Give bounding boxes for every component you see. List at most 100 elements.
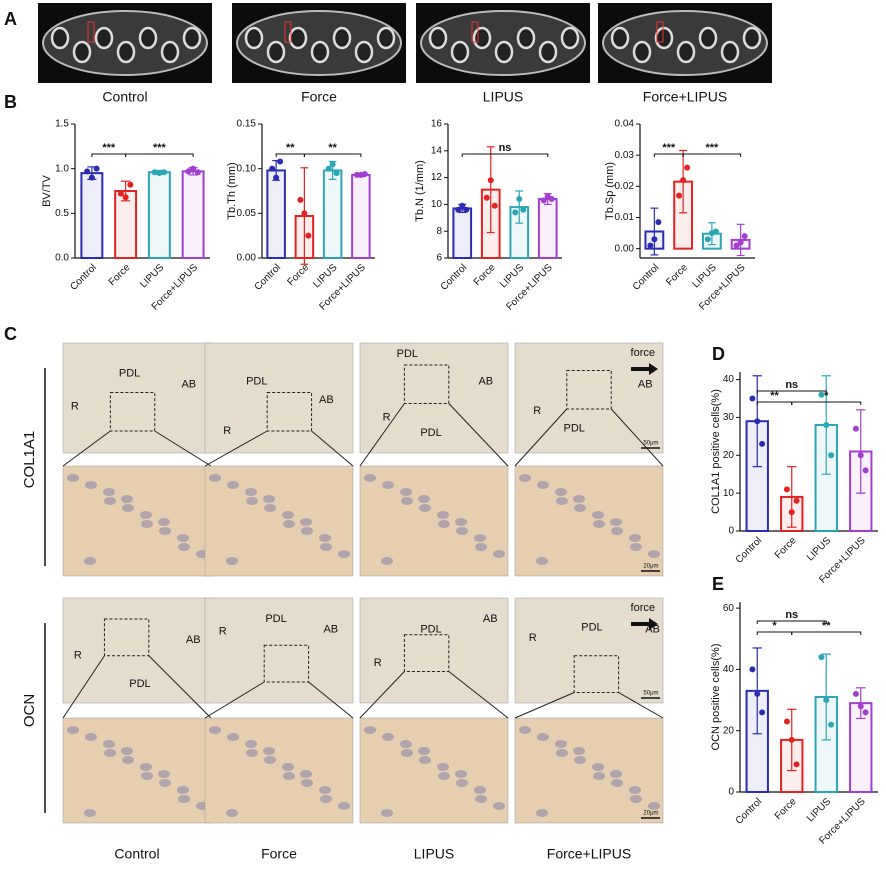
cell (493, 550, 505, 558)
data-point (127, 181, 134, 188)
cell (556, 497, 568, 505)
y-tick-label: 1.5 (55, 119, 69, 130)
force-arrow (631, 618, 658, 630)
cell (400, 740, 412, 748)
cell (474, 786, 486, 794)
cell (364, 726, 376, 734)
data-point (712, 228, 719, 235)
x-tick-label: Force (773, 796, 799, 822)
root-section (310, 40, 330, 64)
zoom-line (359, 403, 405, 467)
x-tick-label: Control (631, 262, 662, 293)
cell (122, 504, 134, 512)
y-tick-label: 6 (436, 253, 442, 264)
force-label: force (631, 347, 655, 359)
data-point (684, 164, 691, 171)
cell (141, 520, 153, 528)
data-point (828, 452, 835, 459)
cell (536, 557, 548, 565)
cell (382, 481, 394, 489)
y-axis-label: Tb.Th (mm) (226, 162, 238, 219)
data-point (512, 209, 519, 216)
overview-image (204, 342, 354, 454)
cell (227, 481, 239, 489)
data-point (828, 721, 835, 728)
y-tick-label: 0.05 (237, 208, 257, 219)
error-bar (856, 687, 866, 720)
error-bar (752, 647, 762, 735)
y-tick-label: 0 (728, 787, 734, 798)
cell (300, 770, 312, 778)
zoom-line (204, 430, 268, 467)
cell (104, 497, 116, 505)
cell (338, 802, 350, 810)
significance-bracket (653, 153, 684, 157)
x-tick-label: Force (472, 262, 498, 288)
significance-bracket (756, 401, 793, 405)
cell (556, 749, 568, 757)
zoom-box (566, 370, 612, 410)
cell (177, 786, 189, 794)
panel-letter: D (712, 344, 725, 364)
significance-bracket (682, 153, 742, 157)
zoom-box (109, 392, 156, 432)
significance-label: ** (822, 620, 831, 632)
data-point (759, 709, 766, 716)
region-label: PDL (581, 621, 602, 633)
cell (574, 504, 586, 512)
force-arrow (631, 363, 658, 375)
cell (382, 733, 394, 741)
x-tick-label: LIPUS (138, 262, 166, 290)
significance-label: ** (286, 142, 295, 154)
cell (103, 488, 115, 496)
data-point (651, 236, 658, 243)
cell (629, 786, 641, 794)
cell (401, 497, 413, 505)
data-point (788, 736, 795, 743)
y-tick-label: 0.00 (237, 253, 257, 264)
root-section (742, 26, 762, 50)
zoom-line (610, 408, 664, 467)
cell (85, 481, 97, 489)
significance-bracket (91, 153, 127, 157)
region-label: R (374, 657, 382, 669)
data-point (788, 509, 795, 516)
data-point (463, 206, 470, 213)
y-tick-label: 14 (431, 145, 443, 156)
cell (178, 543, 190, 551)
region-label: R (71, 401, 79, 413)
cell (438, 520, 450, 528)
data-point (305, 232, 312, 239)
data-point (818, 391, 825, 398)
error-bar (486, 146, 495, 234)
region-label: AB (323, 623, 338, 635)
y-axis-label: OCN positive cells(%) (710, 644, 722, 751)
data-point (540, 197, 547, 204)
root-section (472, 26, 492, 50)
y-tick-label: 0.0 (55, 253, 69, 264)
significance-label: ns (785, 379, 798, 391)
cell (475, 543, 487, 551)
data-point (185, 168, 192, 175)
region-label: AB (483, 613, 498, 625)
cell (84, 557, 96, 565)
region-label: R (383, 412, 391, 424)
zoom-line (448, 671, 509, 719)
data-point (329, 161, 336, 168)
data-point (741, 233, 748, 240)
cell (456, 779, 468, 787)
scale-label: 50μm (643, 691, 658, 697)
bar (452, 207, 473, 259)
y-tick-label: 20 (723, 450, 735, 461)
error-bar (821, 653, 831, 741)
zoom-line (148, 655, 212, 719)
data-point (647, 242, 654, 249)
root-section (698, 26, 718, 50)
significance-label: ns (499, 142, 512, 154)
data-point (783, 486, 790, 493)
region-label: R (529, 632, 537, 644)
cell (381, 809, 393, 817)
data-point (273, 174, 280, 181)
bar (147, 171, 171, 260)
zoom-box (573, 655, 620, 693)
